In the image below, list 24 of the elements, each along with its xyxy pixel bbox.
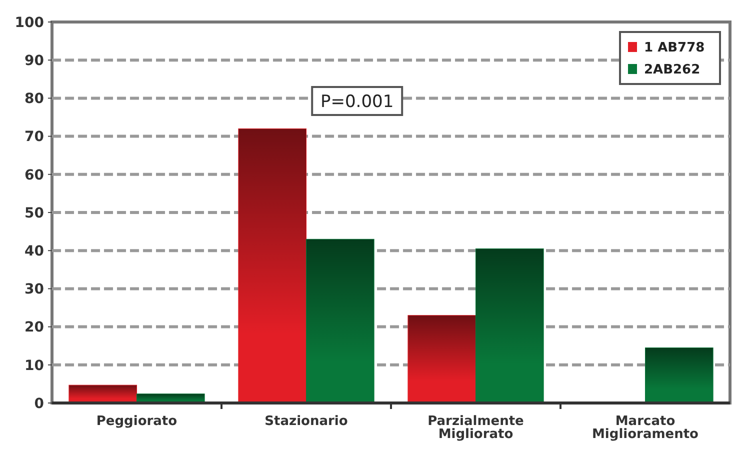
legend-label: 1 AB778 [644, 40, 705, 56]
y-tick-label: 60 [24, 167, 44, 184]
y-tick-label: 20 [24, 320, 44, 336]
bar [476, 248, 544, 404]
legend-label: 2AB262 [644, 62, 700, 78]
x-tick-label: Stazionario [264, 414, 348, 429]
annotation: P=0.001 [320, 92, 394, 112]
bar [408, 315, 476, 404]
y-tick-label: 90 [24, 53, 44, 69]
bar [238, 128, 306, 404]
bar [306, 238, 374, 404]
y-tick-label: 30 [24, 282, 44, 298]
x-tick-label: Peggiorato [96, 414, 178, 429]
y-tick-label: 50 [24, 205, 44, 222]
y-tick-label: 80 [24, 91, 44, 108]
y-tick-label: 100 [14, 14, 44, 31]
y-tick-label: 10 [24, 358, 44, 374]
y-tick-label: 40 [24, 244, 44, 260]
x-tick-label: Parzialmente Migliorato [428, 414, 524, 442]
y-tick-label: 0 [34, 396, 44, 412]
y-tick-label: 70 [24, 129, 44, 146]
bar [645, 348, 714, 404]
bar [68, 384, 137, 404]
x-tick-label: Marcato Miglioramento [592, 414, 699, 442]
